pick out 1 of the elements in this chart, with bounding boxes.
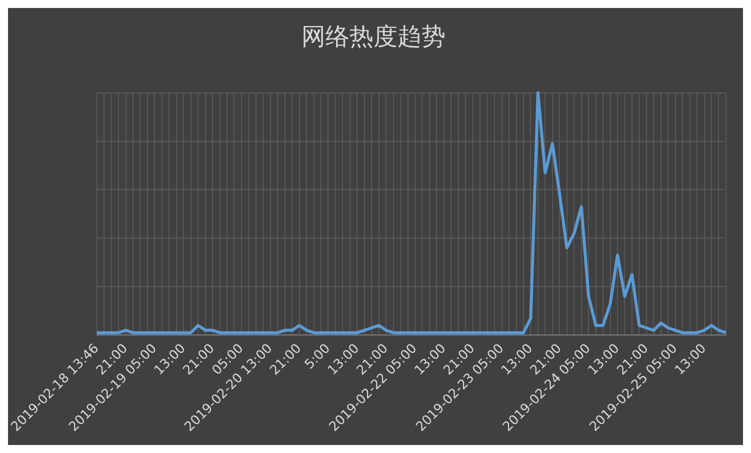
chart-title: 网络热度趋势 — [302, 22, 446, 51]
